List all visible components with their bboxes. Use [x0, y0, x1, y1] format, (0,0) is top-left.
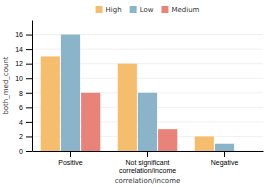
- legend-item: Medium: [161, 6, 199, 14]
- x-tick-label-line: correlation/income: [119, 167, 176, 174]
- x-tick-label: Negative: [211, 159, 239, 167]
- x-tick-mark: [147, 151, 148, 157]
- plot: 0 2 4 6 8 10 12 14 16 Positive Not significantcorr…: [15, 21, 263, 174]
- bar: [158, 129, 177, 151]
- y-tick: 14: [15, 46, 32, 53]
- grid: [32, 35, 263, 151]
- legend-swatch: [96, 6, 103, 13]
- x-tick: Negative: [211, 151, 239, 167]
- y-tick: 4: [19, 119, 32, 126]
- legend-label: Medium: [171, 6, 199, 14]
- bars: [41, 35, 234, 151]
- y-tick-mark: [26, 64, 32, 65]
- x-tick: Not significantcorrelation/income: [119, 151, 176, 174]
- x-axis-title: correlation/income: [115, 177, 181, 185]
- y-tick: 12: [15, 60, 32, 67]
- y-tick-mark: [26, 122, 32, 123]
- y-tick-mark: [26, 49, 32, 50]
- x-tick-label: Positive: [58, 159, 83, 166]
- y-tick-label: 14: [15, 46, 23, 53]
- y-tick-mark: [26, 35, 32, 36]
- x-axis: Positive Not significantcorrelation/incom…: [33, 151, 264, 174]
- y-tick-label: 6: [19, 104, 23, 111]
- legend-item: Low: [130, 6, 154, 14]
- y-tick-mark: [26, 107, 32, 108]
- bar: [41, 56, 60, 151]
- y-tick-label: 2: [19, 133, 23, 140]
- x-tick: Positive: [58, 151, 83, 166]
- y-tick: 2: [19, 133, 32, 140]
- bar-series: [81, 93, 177, 151]
- y-tick-label: 8: [19, 90, 23, 97]
- bar: [195, 136, 214, 151]
- legend-label: Low: [140, 6, 154, 14]
- bar: [215, 144, 234, 151]
- legend: High Low Medium: [96, 6, 200, 14]
- legend-label: High: [106, 6, 122, 14]
- bar: [138, 93, 157, 151]
- bar: [61, 35, 80, 151]
- y-tick-mark: [26, 136, 32, 137]
- x-tick-label: Not significantcorrelation/income: [119, 159, 176, 174]
- x-tick-mark: [224, 151, 225, 157]
- legend-item: High: [96, 6, 122, 14]
- legend-swatch: [161, 6, 168, 13]
- y-axis-line: [32, 21, 33, 152]
- legend-swatch: [130, 6, 137, 13]
- x-tick-label-line: Positive: [58, 159, 83, 166]
- x-tick-mark: [70, 151, 71, 157]
- bar: [118, 64, 137, 151]
- y-tick: 0: [19, 148, 32, 155]
- y-tick: 6: [19, 104, 32, 111]
- y-tick-mark: [26, 78, 32, 79]
- bar: [81, 93, 100, 151]
- y-tick: 10: [15, 75, 32, 82]
- y-tick-label: 10: [15, 75, 23, 82]
- y-axis-title: both_med_count: [2, 56, 10, 114]
- y-tick-label: 0: [19, 148, 23, 155]
- y-tick-label: 12: [15, 60, 23, 67]
- y-tick-label: 4: [19, 119, 23, 126]
- bar: [235, 151, 254, 152]
- y-tick-mark: [26, 93, 32, 94]
- y-axis: 0 2 4 6 8 10 12 14 16: [15, 21, 32, 155]
- y-tick-label: 16: [15, 31, 23, 38]
- y-tick: 8: [19, 90, 32, 97]
- chart: 0 2 4 6 8 10 12 14 16 Positive Not significantcorr…: [0, 0, 269, 187]
- y-tick: 16: [15, 31, 32, 38]
- y-tick-mark: [26, 151, 32, 152]
- x-tick-label-line: Negative: [211, 159, 239, 167]
- bar-series: [61, 35, 234, 151]
